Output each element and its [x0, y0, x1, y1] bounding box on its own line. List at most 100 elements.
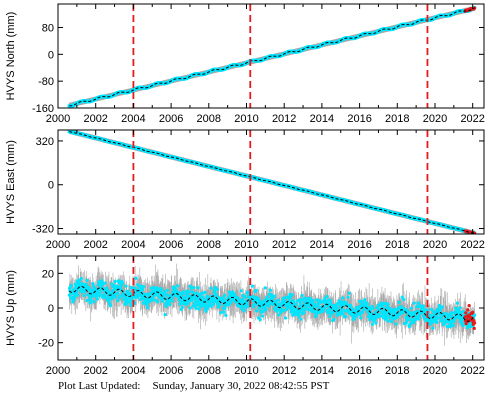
data-point — [236, 297, 239, 300]
data-point — [121, 281, 124, 284]
data-point — [255, 289, 258, 292]
data-point — [100, 279, 103, 282]
x-tick-label: 2006 — [159, 239, 183, 251]
x-tick-label: 2016 — [347, 113, 371, 125]
data-point — [219, 311, 222, 314]
x-tick-label: 2020 — [423, 239, 447, 251]
x-tick-label: 2004 — [121, 113, 145, 125]
data-point — [80, 277, 83, 280]
data-point — [70, 284, 73, 287]
data-point — [92, 300, 95, 303]
x-tick-label: 2018 — [385, 113, 409, 125]
y-tick-label: -80 — [38, 76, 54, 88]
y-tick-label: -320 — [32, 224, 54, 236]
data-point — [292, 300, 295, 303]
daily-points — [67, 130, 476, 235]
data-point — [303, 296, 306, 299]
x-tick-label: 2000 — [46, 239, 70, 251]
data-point — [332, 318, 335, 321]
data-point — [114, 280, 117, 283]
data-point — [264, 286, 267, 289]
data-point — [311, 299, 314, 302]
data-point — [114, 296, 117, 299]
data-point — [188, 290, 191, 293]
data-point — [300, 294, 303, 297]
data-point — [89, 301, 92, 304]
data-point — [145, 303, 148, 306]
y-tick-label: 320 — [36, 136, 54, 148]
data-point — [299, 301, 302, 304]
data-point — [176, 284, 179, 287]
data-point — [277, 299, 280, 302]
data-point — [275, 309, 278, 312]
data-point — [71, 300, 74, 303]
x-tick-label: 2014 — [310, 239, 334, 251]
data-point — [240, 289, 243, 292]
x-tick-label: 2012 — [272, 239, 296, 251]
data-point — [270, 293, 273, 296]
y-tick-label: 0 — [48, 180, 54, 192]
data-point — [141, 288, 144, 291]
x-tick-label: 2008 — [197, 113, 221, 125]
data-point — [255, 309, 258, 312]
data-point — [90, 298, 93, 301]
data-point — [297, 315, 300, 318]
x-tick-label: 2014 — [310, 113, 334, 125]
data-point — [194, 307, 197, 310]
plot-area — [68, 264, 476, 346]
data-point — [160, 288, 163, 291]
data-point — [166, 289, 169, 292]
data-point — [118, 295, 121, 298]
data-point — [85, 299, 88, 302]
data-point — [191, 298, 194, 301]
data-point — [116, 291, 119, 294]
data-point — [259, 318, 262, 321]
data-point — [128, 301, 131, 304]
data-point — [290, 293, 293, 296]
y-tick-label: 0 — [48, 49, 54, 61]
x-tick-label: 2016 — [347, 239, 371, 251]
data-point — [277, 313, 280, 316]
data-point — [263, 305, 266, 308]
data-point — [163, 313, 166, 316]
data-point — [129, 304, 132, 307]
data-point — [315, 298, 318, 301]
data-point — [170, 296, 173, 299]
data-point — [85, 279, 88, 282]
data-point — [326, 311, 329, 314]
data-point — [204, 310, 207, 313]
data-point — [168, 303, 171, 306]
data-point — [146, 306, 149, 309]
x-tick-label: 2004 — [121, 239, 145, 251]
data-point — [82, 294, 85, 297]
data-point — [284, 316, 287, 319]
x-tick-label: 2012 — [272, 113, 296, 125]
data-point — [142, 285, 145, 288]
x-tick-label: 2018 — [385, 239, 409, 251]
data-point — [189, 306, 192, 309]
y-tick-label: 80 — [42, 22, 54, 34]
data-point — [264, 308, 267, 311]
data-point — [336, 307, 339, 310]
data-point — [261, 314, 264, 317]
data-point — [156, 300, 159, 303]
x-tick-label: 2010 — [234, 239, 258, 251]
y-axis-label: HVYS North (mm) — [5, 12, 17, 101]
data-point — [182, 290, 185, 293]
data-point — [267, 305, 270, 308]
x-tick-label: 2022 — [460, 113, 484, 125]
data-point — [322, 308, 325, 311]
y-axis-label: HVYS East (mm) — [5, 140, 17, 224]
x-tick-label: 2020 — [423, 113, 447, 125]
data-point — [243, 296, 246, 299]
x-tick-label: 2002 — [83, 239, 107, 251]
data-point — [251, 285, 254, 288]
data-point — [171, 299, 174, 302]
data-point — [96, 298, 99, 301]
data-point — [124, 285, 127, 288]
